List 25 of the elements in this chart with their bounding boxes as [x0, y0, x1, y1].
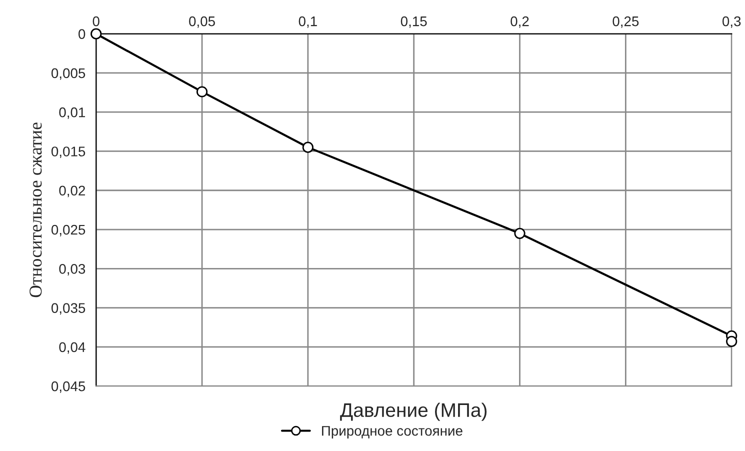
x-tick-label: 0 — [92, 16, 100, 26]
y-tick-label: 0,045 — [51, 381, 86, 393]
y-tick-label: 0 — [78, 29, 86, 39]
y-tick-label: 0,005 — [51, 68, 86, 80]
x-tick-label: 0,15 — [400, 16, 427, 28]
y-tick-label: 0,02 — [59, 186, 85, 198]
point — [302, 142, 314, 153]
x-tick-label: 0,2 — [510, 16, 529, 28]
x-tick-label: 0,25 — [612, 16, 639, 28]
y-tick-label: 0,04 — [59, 342, 86, 354]
x-tick-label: 0,05 — [189, 16, 215, 28]
y-tick-label: 0,025 — [51, 224, 86, 236]
x-axis-title: Давление (МПа) — [340, 402, 487, 421]
point — [196, 86, 208, 98]
x-tick-label: 0,3 — [722, 16, 741, 28]
point — [514, 228, 526, 239]
x-tick-label: 0,1 — [298, 16, 317, 28]
y-tick-label: 0,01 — [59, 107, 86, 119]
y-tick-label: 0,035 — [51, 303, 86, 315]
y-tick-label: 0,03 — [59, 264, 86, 276]
point — [726, 336, 738, 347]
legend-label: Природное состояние — [322, 426, 462, 438]
y-axis-title: Относительное сжатие — [30, 122, 42, 298]
y-tick-label: 0,015 — [51, 146, 86, 158]
point — [90, 28, 102, 40]
